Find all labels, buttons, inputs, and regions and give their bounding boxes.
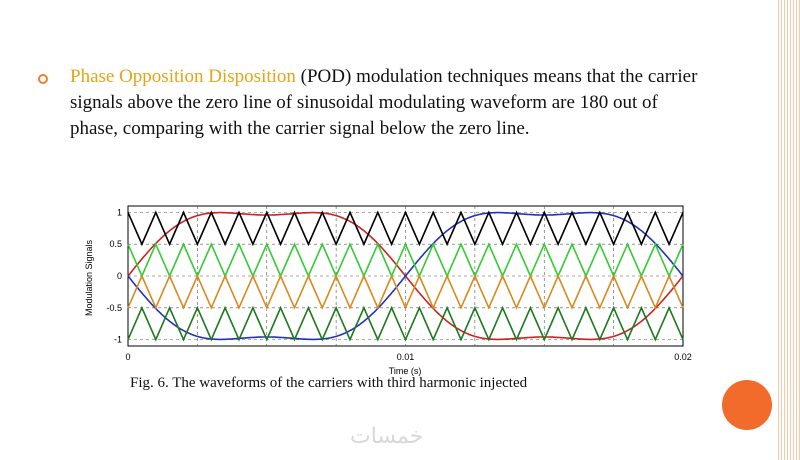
y-tick-label: 0.5: [109, 239, 122, 249]
x-tick-label: 0: [125, 352, 130, 362]
y-tick-label: 1: [117, 207, 122, 217]
y-tick-label: -1: [114, 335, 122, 345]
decorative-circle: [722, 380, 772, 430]
y-tick-label: -0.5: [106, 303, 122, 313]
highlight-text: Phase Opposition Disposition: [70, 66, 296, 87]
carrier-wave: [127, 305, 684, 342]
decorative-border: [778, 0, 800, 460]
carrier-wave: [127, 242, 684, 279]
x-tick-label: 0.01: [397, 352, 415, 362]
x-axis-label: Time (s): [389, 366, 422, 376]
carrier-wave: [127, 210, 684, 247]
x-tick-label: 0.02: [674, 352, 692, 362]
figure-caption: Fig. 6. The waveforms of the carriers wi…: [130, 375, 528, 391]
bullet-text: Phase Opposition Disposition (POD) modul…: [70, 64, 710, 142]
watermark: خمسات: [350, 424, 424, 449]
bullet-circle-icon: [38, 74, 48, 84]
y-tick-label: 0: [117, 271, 122, 281]
waveform-chart: Modulation Signals Time (s) 10.50-0.5-10…: [84, 205, 692, 376]
carrier-wave: [127, 273, 684, 310]
modulating-wave: [127, 211, 684, 341]
body-text: (POD) modulation techniques means that t…: [70, 66, 698, 139]
y-axis-label: Modulation Signals: [84, 239, 94, 316]
